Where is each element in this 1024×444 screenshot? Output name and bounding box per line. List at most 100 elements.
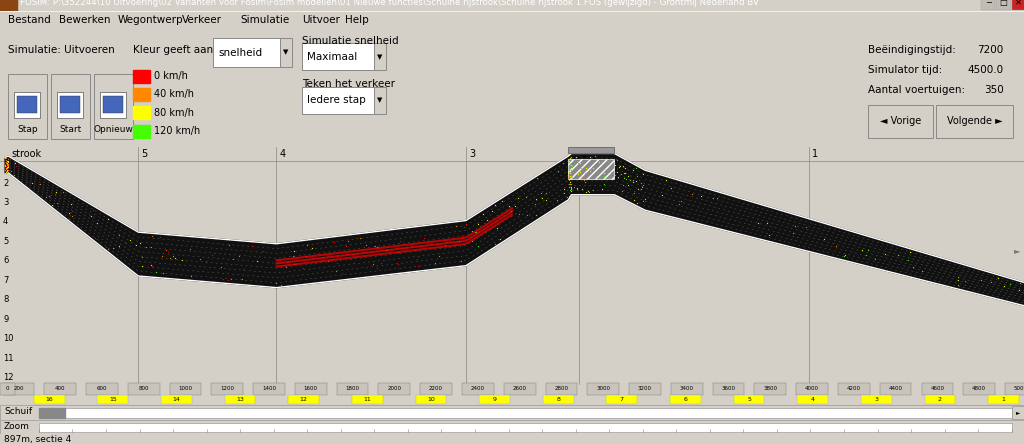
Bar <box>420 383 452 395</box>
Text: 4500.0: 4500.0 <box>968 65 1004 75</box>
Text: Volgende ►: Volgende ► <box>946 116 1002 126</box>
Text: Start: Start <box>59 125 82 134</box>
Bar <box>295 383 327 395</box>
Text: 3: 3 <box>3 198 8 207</box>
Bar <box>479 395 510 404</box>
Text: FOSIM: P:\352244\10 Uitvoering\02 Varianten voor Fosim\Fosim modellen\01 Nieuwe : FOSIM: P:\352244\10 Uitvoering\02 Varian… <box>20 0 760 7</box>
Bar <box>713 383 744 395</box>
Bar <box>1012 0 1024 10</box>
Bar <box>211 383 243 395</box>
Text: 2600: 2600 <box>513 386 526 391</box>
Text: Schuif: Schuif <box>4 407 32 416</box>
Text: □: □ <box>999 0 1008 7</box>
Bar <box>86 383 118 395</box>
Text: 200: 200 <box>13 386 24 391</box>
Text: Maximaal: Maximaal <box>307 52 357 62</box>
Text: 0 km/h: 0 km/h <box>154 71 187 81</box>
Text: 3800: 3800 <box>763 386 777 391</box>
Bar <box>797 383 828 395</box>
Bar <box>39 423 1012 432</box>
Bar <box>0 147 1024 161</box>
Bar <box>94 74 133 139</box>
Bar <box>988 395 1019 404</box>
Bar <box>57 91 83 118</box>
Text: ▼: ▼ <box>283 50 289 56</box>
Text: 4200: 4200 <box>847 386 861 391</box>
Text: 2800: 2800 <box>554 386 568 391</box>
Bar <box>981 0 995 10</box>
Text: 5000: 5000 <box>1014 386 1024 391</box>
Bar <box>17 96 37 113</box>
Bar <box>416 395 446 404</box>
Text: Opnieuw: Opnieuw <box>94 125 133 134</box>
Text: 16: 16 <box>45 397 53 402</box>
Text: Stap: Stap <box>17 125 38 134</box>
Bar <box>100 91 126 118</box>
Bar <box>337 383 369 395</box>
Bar <box>133 88 150 101</box>
Text: 9: 9 <box>3 315 8 324</box>
Bar <box>504 383 536 395</box>
Text: 5: 5 <box>141 149 147 159</box>
Text: Zoom: Zoom <box>4 422 30 431</box>
Bar <box>798 395 828 404</box>
Text: ►: ► <box>1016 410 1020 415</box>
Text: 12: 12 <box>3 373 13 382</box>
Text: 11: 11 <box>364 397 371 402</box>
Text: 3600: 3600 <box>722 386 735 391</box>
Text: 15: 15 <box>109 397 117 402</box>
Bar <box>253 383 285 395</box>
Text: 0: 0 <box>6 386 9 391</box>
Text: 6: 6 <box>683 397 687 402</box>
Bar <box>606 395 637 404</box>
Bar <box>224 395 255 404</box>
Text: 13: 13 <box>237 397 244 402</box>
Text: 7: 7 <box>3 276 8 285</box>
Text: 600: 600 <box>96 386 108 391</box>
Bar <box>161 395 191 404</box>
Bar <box>302 87 374 114</box>
Bar <box>133 106 150 119</box>
Bar <box>0 383 15 395</box>
Text: 3: 3 <box>469 149 475 159</box>
Text: ►: ► <box>1015 246 1021 255</box>
Text: 897m, sectie 4: 897m, sectie 4 <box>4 435 72 444</box>
Bar <box>964 383 995 395</box>
Text: 1200: 1200 <box>220 386 234 391</box>
Text: 4: 4 <box>280 149 286 159</box>
Text: 120 km/h: 120 km/h <box>154 126 200 136</box>
Text: 2000: 2000 <box>387 386 401 391</box>
Text: 3000: 3000 <box>596 386 610 391</box>
Text: ─: ─ <box>986 0 990 7</box>
Text: 3: 3 <box>874 397 879 402</box>
Bar <box>546 383 578 395</box>
Text: 10: 10 <box>427 397 435 402</box>
Text: 9: 9 <box>493 397 497 402</box>
Text: 4: 4 <box>811 397 815 402</box>
Bar <box>2 383 35 395</box>
Bar <box>379 383 411 395</box>
Text: 5: 5 <box>3 237 8 246</box>
Text: 40 km/h: 40 km/h <box>154 90 194 99</box>
Text: 1: 1 <box>812 149 818 159</box>
Bar <box>0 0 17 11</box>
Text: 8: 8 <box>3 295 8 304</box>
Bar <box>39 408 65 418</box>
Text: 1600: 1600 <box>304 386 317 391</box>
Text: 4000: 4000 <box>805 386 819 391</box>
Bar <box>103 96 123 113</box>
Bar <box>213 39 280 67</box>
Bar <box>60 96 80 113</box>
Bar <box>133 70 150 83</box>
Bar <box>880 383 911 395</box>
Text: 2: 2 <box>582 149 588 159</box>
Bar <box>462 383 494 395</box>
Bar <box>1012 406 1024 419</box>
Text: 12: 12 <box>300 397 307 402</box>
Bar <box>733 395 764 404</box>
Text: 7200: 7200 <box>977 45 1004 55</box>
Bar <box>588 383 620 395</box>
Text: 80 km/h: 80 km/h <box>154 108 194 118</box>
Text: 4: 4 <box>3 218 8 226</box>
Text: Bestand: Bestand <box>8 15 51 25</box>
